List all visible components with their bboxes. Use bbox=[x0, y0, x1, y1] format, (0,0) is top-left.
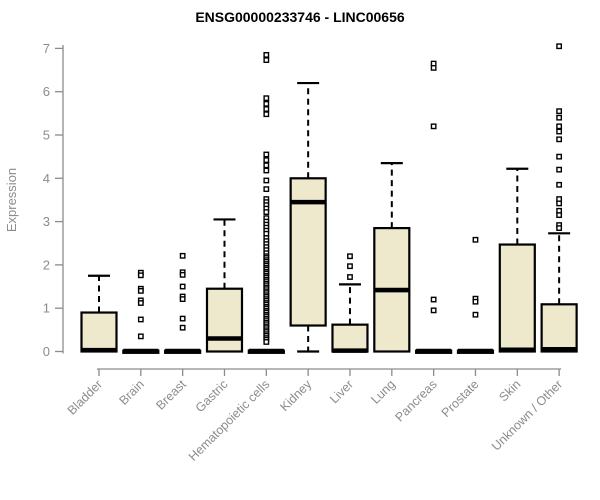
box-group-skin bbox=[498, 167, 536, 353]
box-group-pancreas bbox=[415, 60, 453, 354]
outlier-point bbox=[263, 209, 270, 215]
outlier-point bbox=[263, 111, 270, 118]
x-tick-label: Brain bbox=[116, 377, 147, 408]
outlier-point bbox=[179, 315, 186, 322]
outlier-point bbox=[179, 283, 186, 290]
outlier-point bbox=[430, 296, 437, 303]
outlier-point bbox=[137, 316, 144, 323]
box-group-breast bbox=[164, 252, 202, 354]
outlier-point bbox=[347, 263, 353, 270]
outlier-point bbox=[556, 225, 563, 231]
box-group-bladder bbox=[80, 274, 118, 353]
x-tick-label: Skin bbox=[496, 377, 523, 404]
iqr-box bbox=[498, 243, 536, 353]
plot-area bbox=[80, 43, 578, 354]
outlier-point bbox=[556, 108, 563, 115]
outlier-point bbox=[263, 151, 270, 158]
outlier-point bbox=[472, 236, 479, 243]
chart-title: ENSG00000233746 - LINC00656 bbox=[195, 9, 405, 25]
outlier-point bbox=[263, 95, 270, 102]
iqr-box bbox=[540, 303, 578, 353]
y-tick-label: 4 bbox=[43, 171, 50, 186]
outlier-point bbox=[556, 166, 563, 173]
box-group-prostate bbox=[456, 236, 495, 354]
outlier-point bbox=[556, 114, 563, 121]
box-group-kidney bbox=[289, 81, 327, 353]
outlier-point bbox=[179, 296, 186, 303]
outlier-point bbox=[137, 287, 144, 294]
x-tick-label: Gastric bbox=[193, 377, 231, 415]
y-tick-label: 2 bbox=[43, 257, 50, 272]
outlier-point bbox=[556, 43, 563, 50]
outlier-point bbox=[263, 106, 270, 112]
outlier-point bbox=[430, 123, 437, 130]
outlier-point bbox=[556, 181, 563, 188]
outlier-point bbox=[263, 167, 270, 174]
y-tick-label: 1 bbox=[43, 301, 50, 316]
outlier-point bbox=[430, 64, 437, 71]
x-tick-label: Unknown / Other bbox=[489, 377, 565, 453]
box-group-hematopoietic-cells bbox=[247, 51, 285, 354]
iqr-box bbox=[331, 323, 369, 353]
outlier-point bbox=[263, 51, 270, 58]
iqr-box bbox=[80, 311, 118, 353]
iqr-box bbox=[205, 287, 244, 353]
outlier-point bbox=[137, 300, 144, 306]
outlier-point bbox=[263, 162, 270, 169]
x-tick-label: Breast bbox=[153, 377, 189, 413]
box-group-unknown-other bbox=[540, 43, 578, 353]
y-axis-title: Expression bbox=[4, 168, 19, 232]
outlier-point bbox=[263, 186, 270, 193]
box-group-lung bbox=[373, 162, 411, 353]
outlier-point bbox=[137, 333, 144, 340]
outlier-point bbox=[137, 272, 144, 279]
x-tick-label: Prostate bbox=[439, 377, 482, 420]
outlier-point bbox=[556, 153, 563, 160]
x-tick-label: Lung bbox=[368, 377, 398, 407]
x-tick-label: Hematopoietic cells bbox=[186, 377, 273, 464]
box-group-liver bbox=[331, 253, 369, 353]
y-tick-label: 5 bbox=[43, 128, 50, 143]
outlier-point bbox=[556, 200, 563, 207]
outlier-point bbox=[263, 157, 270, 164]
outlier-point bbox=[347, 253, 353, 260]
x-tick-label: Liver bbox=[327, 377, 356, 406]
outlier-point bbox=[556, 123, 563, 130]
outlier-point bbox=[179, 324, 186, 331]
x-tick-label: Kidney bbox=[277, 377, 314, 414]
outlier-point bbox=[179, 271, 186, 278]
y-tick-label: 6 bbox=[43, 84, 50, 99]
y-tick-label: 7 bbox=[43, 41, 50, 56]
outlier-point bbox=[556, 136, 563, 143]
outlier-point bbox=[263, 177, 270, 184]
outlier-point bbox=[263, 100, 270, 107]
y-tick-label: 3 bbox=[43, 214, 50, 229]
outlier-point bbox=[263, 339, 270, 345]
x-tick-label: Pancreas bbox=[393, 377, 440, 424]
outlier-point bbox=[472, 298, 479, 305]
y-tick-label: 0 bbox=[43, 344, 50, 359]
box-group-gastric bbox=[205, 218, 244, 353]
outlier-point bbox=[179, 252, 186, 259]
x-tick-label: Bladder bbox=[65, 377, 105, 417]
outlier-point bbox=[430, 307, 437, 314]
outlier-point bbox=[472, 311, 479, 318]
outlier-point bbox=[556, 128, 563, 135]
outlier-point bbox=[556, 212, 563, 219]
box-group-brain bbox=[122, 269, 160, 354]
outlier-point bbox=[263, 57, 270, 63]
outlier-point bbox=[347, 274, 353, 280]
